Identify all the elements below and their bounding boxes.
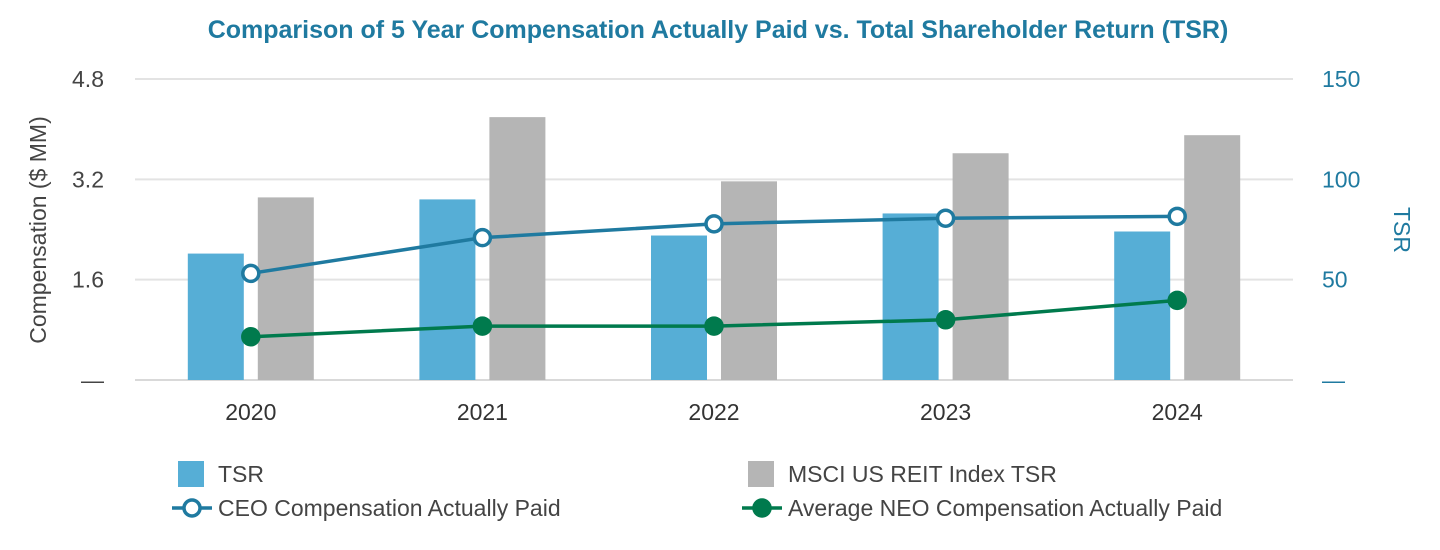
x-axis-tick-label: 2022 bbox=[688, 399, 739, 425]
point-average-neo-compensation-actually-paid bbox=[1167, 290, 1187, 311]
right-axis-title: TSR bbox=[1389, 207, 1415, 253]
right-axis-tick-label: 50 bbox=[1322, 267, 1348, 293]
right-axis-tick-label: 100 bbox=[1322, 166, 1360, 192]
left-axis-tick-label: — bbox=[81, 367, 104, 393]
x-axis-tick-label: 2020 bbox=[225, 399, 276, 425]
left-axis-tick-label: 1.6 bbox=[72, 267, 104, 293]
legend: TSR MSCI US REIT Index TSR CEO Compensatio… bbox=[172, 461, 1222, 521]
legend-swatch-tsr bbox=[178, 461, 204, 487]
legend-label: TSR bbox=[218, 461, 264, 487]
bar-tsr bbox=[882, 213, 939, 380]
left-axis-tick-label: 4.8 bbox=[72, 66, 104, 92]
right-axis-tick-label: 150 bbox=[1322, 66, 1360, 92]
legend-marker-average-neo-compensation-actually-paid bbox=[752, 498, 772, 518]
point-ceo-compensation-actually-paid bbox=[1167, 206, 1187, 227]
left-axis-title: Compensation ($ MM) bbox=[25, 116, 51, 344]
legend-label: Average NEO Compensation Actually Paid bbox=[788, 495, 1222, 521]
axes-group: — 1.6 3.2 4.8 — 50 100 150 Compensation ($ MM) TS… bbox=[25, 66, 1415, 425]
gridlines bbox=[135, 78, 1293, 381]
bar-msci-us-reit-index-tsr bbox=[952, 153, 1009, 380]
legend-label: MSCI US REIT Index TSR bbox=[788, 461, 1057, 487]
bar-tsr bbox=[651, 235, 707, 380]
bar-tsr bbox=[187, 253, 244, 380]
point-ceo-compensation-actually-paid bbox=[241, 263, 261, 284]
point-average-neo-compensation-actually-paid bbox=[241, 326, 261, 347]
right-axis-tick-label: — bbox=[1322, 367, 1345, 393]
bar-tsr bbox=[419, 199, 476, 380]
point-ceo-compensation-actually-paid bbox=[472, 227, 493, 248]
point-average-neo-compensation-actually-paid bbox=[935, 310, 956, 330]
legend-swatch-msci-us-reit-index-tsr bbox=[748, 461, 774, 487]
point-ceo-compensation-actually-paid bbox=[704, 214, 724, 234]
point-average-neo-compensation-actually-paid bbox=[704, 316, 724, 336]
legend-label: CEO Compensation Actually Paid bbox=[218, 495, 561, 521]
x-axis-tick-label: 2021 bbox=[457, 399, 508, 425]
point-average-neo-compensation-actually-paid bbox=[472, 316, 493, 336]
bar-msci-us-reit-index-tsr bbox=[721, 181, 777, 380]
point-ceo-compensation-actually-paid bbox=[935, 208, 956, 228]
lines-group bbox=[241, 206, 1187, 347]
bar-msci-us-reit-index-tsr bbox=[257, 197, 314, 380]
legend-marker-ceo-compensation-actually-paid bbox=[182, 498, 202, 518]
x-axis-tick-label: 2023 bbox=[920, 399, 971, 425]
bar-msci-us-reit-index-tsr bbox=[1184, 135, 1241, 380]
bars-group bbox=[187, 117, 1241, 381]
left-axis-tick-label: 3.2 bbox=[72, 166, 104, 192]
x-axis-tick-label: 2024 bbox=[1152, 399, 1203, 425]
bar-msci-us-reit-index-tsr bbox=[489, 117, 546, 381]
chart-title: Comparison of 5 Year Compensation Actual… bbox=[208, 16, 1229, 44]
